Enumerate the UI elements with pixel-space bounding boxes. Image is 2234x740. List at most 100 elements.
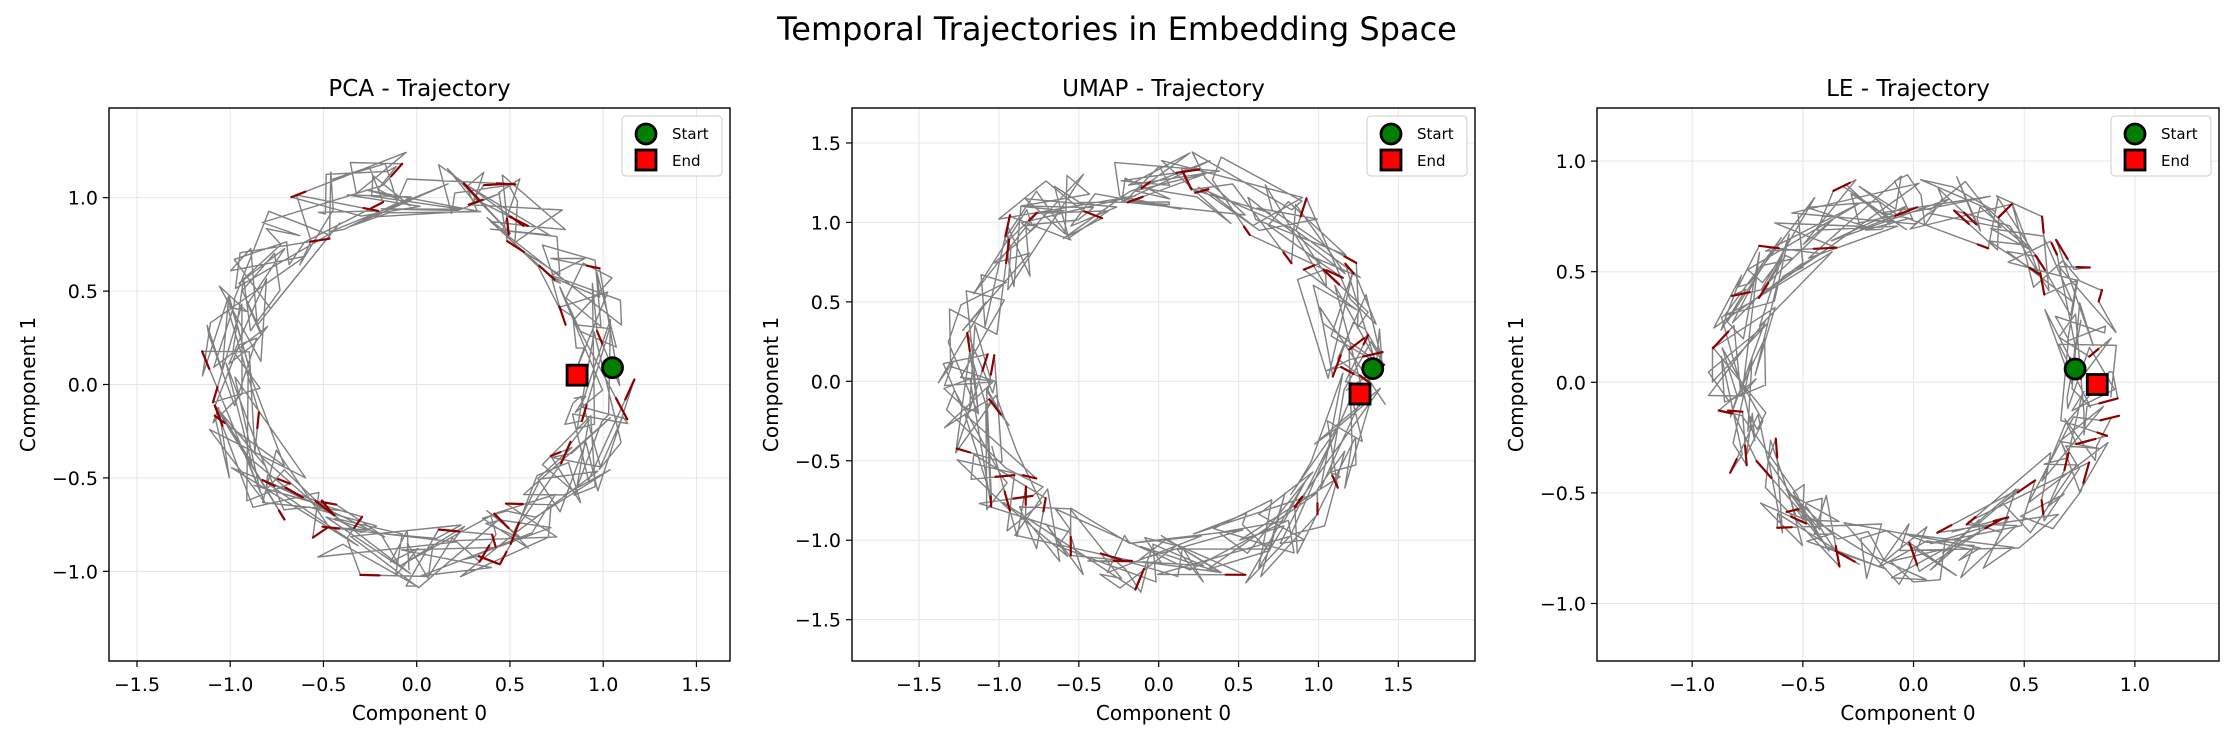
x-tick-label: −1.5	[896, 674, 942, 696]
panel-title: PCA - Trajectory	[328, 76, 510, 102]
y-tick-label: −0.5	[52, 468, 98, 490]
plot-frame	[1596, 107, 2220, 662]
x-tick-label: 0.5	[1223, 674, 1253, 696]
direction-arrow	[1992, 516, 2010, 523]
y-axis-label: Component 1	[1504, 317, 1528, 452]
direction-arrow	[1358, 374, 1370, 383]
direction-arrow	[1785, 508, 1800, 513]
direction-arrow	[213, 404, 224, 427]
panel-title: LE - Trajectory	[1826, 76, 1990, 102]
panel-3: −1.0 −0.5 0.0 0.5 1.0 −1.0 −0.5 0.0 0.5 1.0 LE - T…	[1504, 76, 2220, 725]
direction-arrow	[1717, 409, 1734, 415]
legend-start-label: Start	[1417, 125, 1454, 143]
direction-arrow	[1758, 244, 1781, 250]
y-tick-label: −1.0	[52, 561, 98, 583]
direction-arrow	[1755, 460, 1773, 479]
direction-arrow	[390, 162, 404, 178]
plot-frame	[108, 107, 731, 662]
direction-arrow	[1299, 197, 1308, 218]
x-axis-label: Component 0	[1096, 701, 1231, 725]
direction-arrow	[1729, 458, 1738, 474]
direction-arrow	[2040, 215, 2045, 234]
trajectory-group	[937, 151, 1387, 593]
direction-arrow	[201, 350, 211, 370]
direction-arrow	[1952, 209, 1970, 225]
direction-arrow	[2028, 266, 2040, 275]
legend: Start End	[1366, 115, 1468, 177]
direction-arrow	[309, 237, 331, 243]
direction-arrow	[1790, 515, 1808, 525]
direction-arrow	[1302, 264, 1316, 271]
direction-arrow	[211, 386, 219, 404]
y-tick-label: 0.5	[811, 292, 841, 314]
direction-arrow	[1134, 567, 1146, 591]
direction-arrow	[1347, 337, 1366, 351]
legend-start-label: Start	[672, 125, 709, 143]
direction-arrow	[2055, 238, 2069, 260]
direction-arrow	[595, 329, 604, 345]
direction-arrow	[1004, 238, 1011, 265]
y-tick-label: 1.0	[811, 212, 841, 234]
direction-arrow	[508, 215, 530, 227]
direction-arrow	[478, 544, 491, 563]
trajectory-group	[1707, 174, 2121, 585]
direction-arrow	[560, 440, 572, 465]
x-tick-label: 0.5	[495, 674, 525, 696]
direction-arrow	[966, 331, 971, 352]
direction-arrow	[1812, 246, 1838, 250]
y-tick-label: 1.0	[1556, 151, 1586, 173]
direction-arrow	[1997, 208, 2008, 219]
direction-arrow	[1182, 172, 1193, 191]
direction-arrow	[1282, 251, 1293, 265]
legend-end-marker	[2123, 148, 2147, 172]
panels: −1.5 −1.0 −0.5 0.0 0.5 1.0 1.5 −1.0 −0.5 0.0 0.5 1.…	[16, 76, 2220, 725]
y-axis-label: Component 1	[16, 317, 40, 452]
y-tick-label: −0.5	[1540, 483, 1586, 505]
direction-arrow	[1331, 474, 1339, 489]
legend: Start End	[621, 115, 723, 177]
direction-arrow	[321, 525, 341, 530]
x-tick-label: −1.0	[207, 674, 253, 696]
direction-arrow	[955, 447, 972, 454]
x-tick-label: 1.5	[1383, 674, 1413, 696]
direction-arrow	[1726, 409, 1744, 413]
direction-arrow	[989, 495, 993, 508]
x-tick-label: 1.5	[681, 674, 711, 696]
trajectory-line	[1707, 174, 2119, 585]
legend-start-marker	[2123, 122, 2147, 146]
y-tick-label: 0.5	[1556, 262, 1586, 284]
figure-title: Temporal Trajectories in Embedding Space	[776, 10, 1457, 48]
direction-arrow	[981, 353, 989, 372]
y-tick-label: 1.0	[68, 188, 98, 210]
direction-arrow	[2034, 254, 2047, 271]
direction-arrow	[1965, 515, 1977, 526]
x-tick-label: −1.5	[114, 674, 160, 696]
legend-end-marker	[634, 148, 658, 172]
direction-arrow	[261, 479, 276, 487]
end-point	[2085, 373, 2109, 396]
direction-arrow	[1242, 225, 1251, 236]
start-point	[2063, 357, 2087, 381]
direction-arrow	[2099, 414, 2121, 422]
legend-end-marker	[1379, 148, 1403, 172]
direction-arrow	[506, 240, 526, 254]
y-tick-label: 0.0	[1556, 372, 1586, 394]
direction-arrow	[1339, 365, 1355, 375]
direction-arrow	[624, 378, 636, 401]
direction-arrow	[1343, 255, 1358, 264]
direction-arrow	[467, 198, 484, 206]
direction-arrow	[1126, 195, 1144, 204]
direction-arrow	[549, 451, 562, 458]
direction-arrow	[558, 305, 567, 326]
y-tick-label: 0.5	[68, 281, 98, 303]
direction-arrow	[1293, 497, 1303, 509]
x-tick-label: 1.0	[588, 674, 618, 696]
direction-arrow	[1757, 281, 1770, 299]
direction-arrow	[2088, 348, 2100, 358]
direction-arrow	[311, 525, 330, 539]
panel-title: UMAP - Trajectory	[1062, 76, 1265, 102]
y-tick-label: 0.0	[68, 375, 98, 397]
x-tick-label: 0.5	[2009, 674, 2039, 696]
direction-arrow	[1743, 444, 1748, 467]
